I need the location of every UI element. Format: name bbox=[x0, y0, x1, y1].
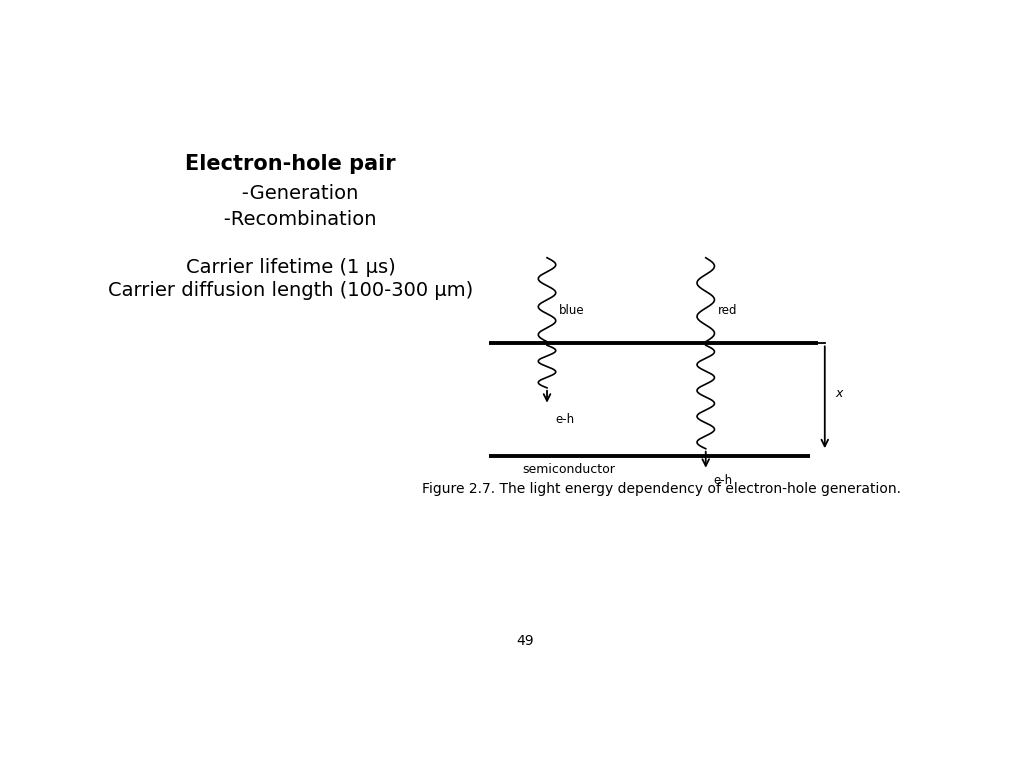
Text: x: x bbox=[836, 387, 843, 400]
Text: red: red bbox=[718, 304, 737, 317]
Text: -Recombination: -Recombination bbox=[205, 210, 377, 230]
Text: -Generation: -Generation bbox=[223, 184, 358, 203]
Text: 49: 49 bbox=[516, 634, 534, 648]
Text: e-h: e-h bbox=[555, 413, 574, 426]
Text: blue: blue bbox=[559, 304, 585, 317]
Text: semiconductor: semiconductor bbox=[522, 463, 614, 476]
Text: Figure 2.7. The light energy dependency of electron-hole generation.: Figure 2.7. The light energy dependency … bbox=[422, 482, 901, 496]
Text: Carrier lifetime (1 μs): Carrier lifetime (1 μs) bbox=[185, 258, 395, 276]
Text: Carrier diffusion length (100-300 μm): Carrier diffusion length (100-300 μm) bbox=[109, 281, 473, 300]
Text: Electron-hole pair: Electron-hole pair bbox=[185, 154, 396, 174]
Text: e-h: e-h bbox=[714, 474, 733, 487]
